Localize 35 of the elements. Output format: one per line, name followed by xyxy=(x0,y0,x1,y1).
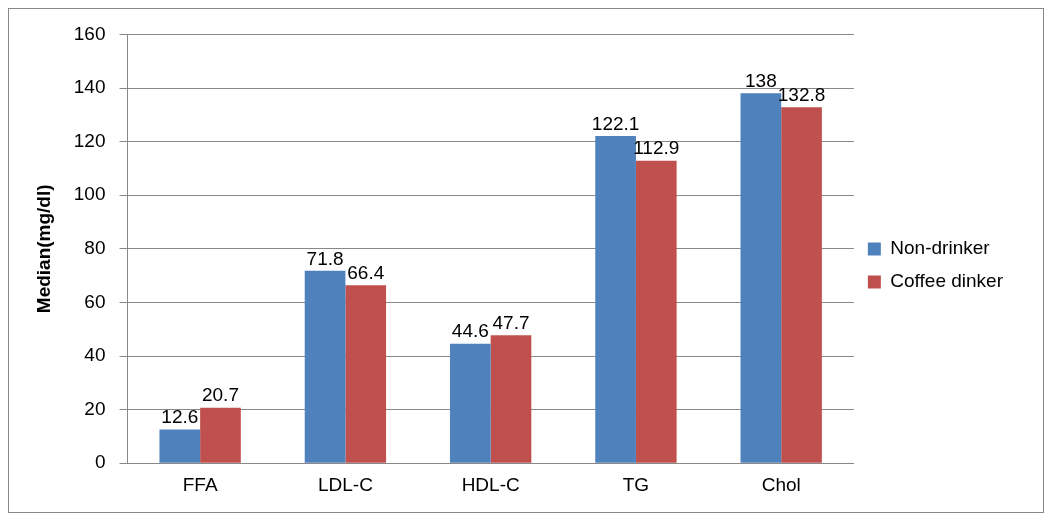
y-tick-label: 100 xyxy=(73,183,106,205)
bar xyxy=(781,107,822,463)
bar xyxy=(490,335,532,463)
bar xyxy=(159,429,201,463)
data-label: 47.7 xyxy=(492,312,530,334)
legend-label: Non-drinker xyxy=(890,237,991,259)
bar xyxy=(304,270,346,463)
y-tick-label: 140 xyxy=(73,76,106,98)
data-label: 132.8 xyxy=(777,84,826,106)
x-tick-label: HDL-C xyxy=(461,473,520,495)
y-tick-label: 40 xyxy=(84,344,106,366)
legend-label: Coffee dinker xyxy=(890,270,1004,292)
x-tick-label: TG xyxy=(622,473,650,495)
x-tick-label: LDL-C xyxy=(317,473,373,495)
data-label: 66.4 xyxy=(347,261,385,283)
data-label: 12.6 xyxy=(161,406,199,428)
data-label: 138 xyxy=(745,70,777,92)
y-tick-label: 20 xyxy=(84,397,106,419)
y-tick-label: 80 xyxy=(84,237,106,259)
bar xyxy=(200,407,241,463)
x-tick-label: Chol xyxy=(761,473,801,495)
data-label: 122.1 xyxy=(591,112,640,134)
x-tick-label: FFA xyxy=(182,473,218,495)
y-tick-label: 160 xyxy=(73,22,106,44)
data-label: 44.6 xyxy=(451,320,489,342)
y-tick-label: 60 xyxy=(84,290,106,312)
y-tick-label: 0 xyxy=(94,451,106,473)
data-label: 71.8 xyxy=(306,247,344,269)
bar xyxy=(595,135,636,463)
bar xyxy=(449,343,491,463)
data-label: 20.7 xyxy=(201,384,239,406)
y-tick-label: 120 xyxy=(73,129,106,151)
bar xyxy=(635,160,677,463)
y-axis-title: Median(mg/dl) xyxy=(32,184,54,314)
bar xyxy=(345,285,387,463)
